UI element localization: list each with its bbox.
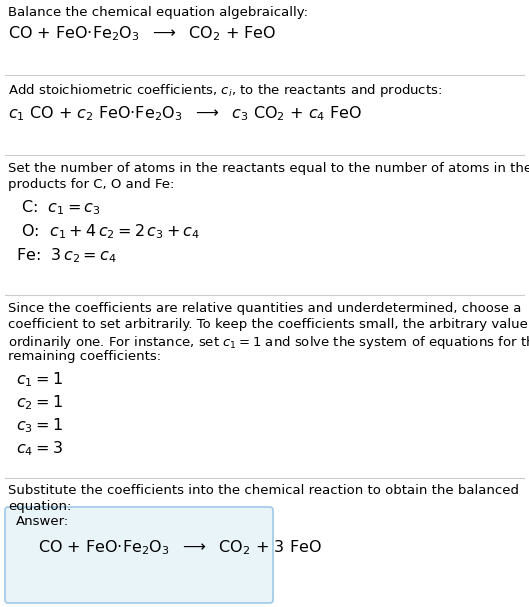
Text: O:  $c_1 + 4\,c_2 = 2\,c_3 + c_4$: O: $c_1 + 4\,c_2 = 2\,c_3 + c_4$ <box>16 222 200 241</box>
Text: CO + FeO$\cdot$Fe$_2$O$_3$  $\longrightarrow$  CO$_2$ + 3 FeO: CO + FeO$\cdot$Fe$_2$O$_3$ $\longrightar… <box>38 538 322 557</box>
Text: $c_4 = 3$: $c_4 = 3$ <box>16 439 63 458</box>
Text: $c_2 = 1$: $c_2 = 1$ <box>16 393 63 412</box>
Text: remaining coefficients:: remaining coefficients: <box>8 350 161 363</box>
Text: coefficient to set arbitrarily. To keep the coefficients small, the arbitrary va: coefficient to set arbitrarily. To keep … <box>8 318 529 331</box>
Text: $c_3 = 1$: $c_3 = 1$ <box>16 416 63 435</box>
Text: Answer:: Answer: <box>16 515 69 528</box>
Text: Substitute the coefficients into the chemical reaction to obtain the balanced: Substitute the coefficients into the che… <box>8 484 519 497</box>
Text: $c_1$ CO + $c_2$ FeO$\cdot$Fe$_2$O$_3$  $\longrightarrow$  $c_3$ CO$_2$ + $c_4$ : $c_1$ CO + $c_2$ FeO$\cdot$Fe$_2$O$_3$ $… <box>8 104 362 123</box>
Text: $c_1 = 1$: $c_1 = 1$ <box>16 370 63 388</box>
Text: C:  $c_1 = c_3$: C: $c_1 = c_3$ <box>16 198 101 217</box>
Text: CO + FeO$\cdot$Fe$_2$O$_3$  $\longrightarrow$  CO$_2$ + FeO: CO + FeO$\cdot$Fe$_2$O$_3$ $\longrightar… <box>8 24 277 42</box>
Text: Set the number of atoms in the reactants equal to the number of atoms in the: Set the number of atoms in the reactants… <box>8 162 529 175</box>
Text: ordinarily one. For instance, set $c_1 = 1$ and solve the system of equations fo: ordinarily one. For instance, set $c_1 =… <box>8 334 529 351</box>
Text: Add stoichiometric coefficients, $c_i$, to the reactants and products:: Add stoichiometric coefficients, $c_i$, … <box>8 82 442 99</box>
FancyBboxPatch shape <box>5 507 273 603</box>
Text: Since the coefficients are relative quantities and underdetermined, choose a: Since the coefficients are relative quan… <box>8 302 522 315</box>
Text: Fe:  $3\,c_2 = c_4$: Fe: $3\,c_2 = c_4$ <box>16 246 117 265</box>
Text: equation:: equation: <box>8 500 71 513</box>
Text: products for C, O and Fe:: products for C, O and Fe: <box>8 178 175 191</box>
Text: Balance the chemical equation algebraically:: Balance the chemical equation algebraica… <box>8 6 308 19</box>
